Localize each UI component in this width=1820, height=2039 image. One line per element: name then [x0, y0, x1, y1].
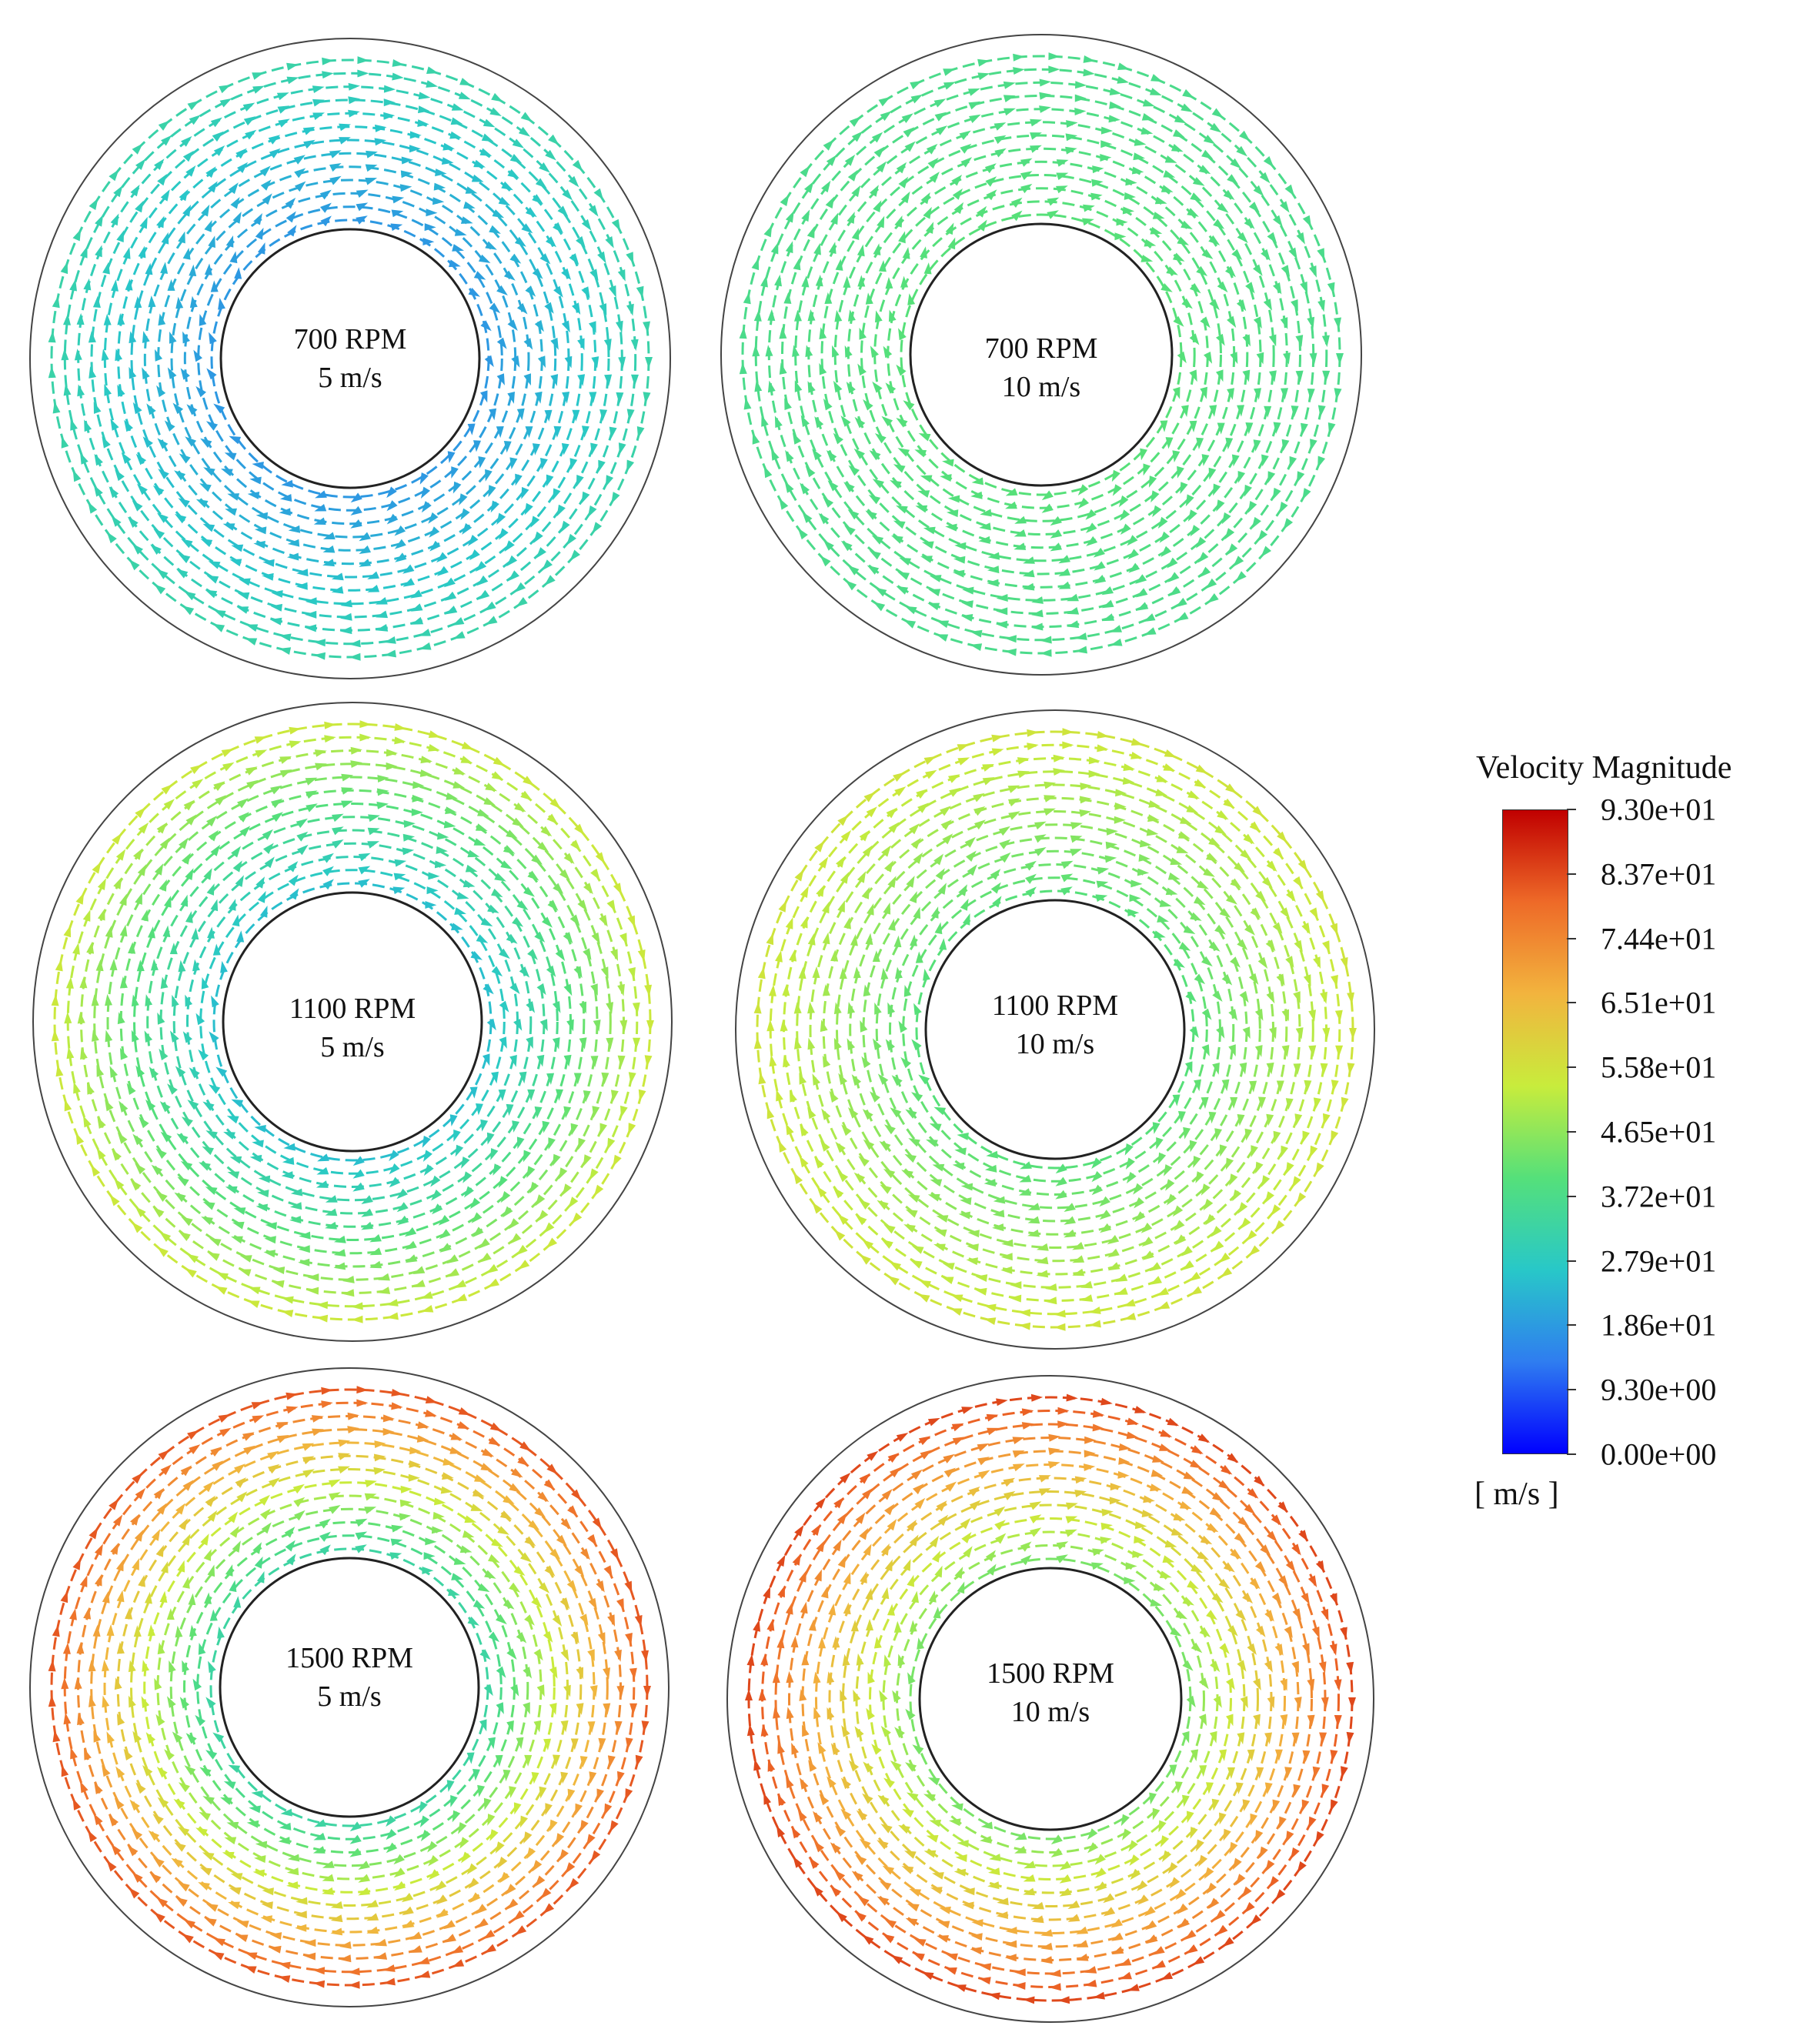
legend-tick-label: 1.86e+01	[1601, 1307, 1717, 1343]
legend-tick-label: 0.00e+00	[1601, 1437, 1717, 1472]
colorbar-tick-mark	[1567, 937, 1576, 939]
inner-boundary-circle	[219, 1557, 480, 1818]
panel-label-6: 1500 RPM 10 m/s	[987, 1654, 1114, 1731]
colorbar-tick-mark	[1567, 1002, 1576, 1004]
legend-tick-label: 9.30e+01	[1601, 792, 1717, 827]
legend-tick-label: 7.44e+01	[1601, 921, 1717, 956]
colorbar-tick-mark	[1567, 873, 1576, 875]
velocity-vector-ring	[869, 1517, 1232, 1880]
velocity-vector-ring	[170, 179, 530, 539]
velocity-vector-ring	[143, 1481, 556, 1894]
panel-6-rpm: 1500 RPM	[987, 1657, 1114, 1690]
vector-panel-5	[29, 1367, 670, 2007]
panel-label-1: 700 RPM 5 m/s	[294, 320, 407, 397]
inner-boundary-circle	[222, 891, 483, 1153]
legend-unit: [ m/s ]	[1474, 1477, 1559, 1512]
panel-4-rpm: 1100 RPM	[991, 989, 1119, 1022]
vector-panel-2	[720, 34, 1362, 676]
velocity-vector-ring	[199, 869, 506, 1175]
vector-panel-1	[29, 38, 671, 679]
panel-4-speed: 10 m/s	[1015, 1028, 1095, 1060]
velocity-vector-ring	[143, 152, 557, 566]
colorbar-tick-mark	[1567, 1260, 1576, 1262]
colorbar-tick-mark	[1567, 809, 1576, 810]
colorbar	[1502, 809, 1568, 1454]
vector-panel-6	[726, 1375, 1374, 2023]
outer-boundary-circle	[720, 34, 1362, 676]
colorbar-tick-mark	[1567, 1453, 1576, 1455]
legend-title: Velocity Magnitude	[1476, 750, 1732, 786]
panel-6-speed: 10 m/s	[1010, 1696, 1090, 1728]
inner-boundary-circle	[918, 1567, 1183, 1831]
panel-label-4: 1100 RPM 10 m/s	[992, 986, 1118, 1063]
panel-5-speed: 5 m/s	[317, 1680, 382, 1713]
panel-5-rpm: 1500 RPM	[286, 1642, 413, 1674]
panel-2-speed: 10 m/s	[1001, 371, 1081, 403]
velocity-vector-ring	[781, 95, 1301, 615]
panel-label-5: 1500 RPM 5 m/s	[286, 1639, 413, 1716]
colorbar-tick-mark	[1567, 1066, 1576, 1069]
panel-2-rpm: 700 RPM	[984, 332, 1098, 365]
panel-1-speed: 5 m/s	[318, 362, 382, 394]
velocity-vector-ring	[169, 1507, 529, 1867]
velocity-vector-ring	[902, 876, 1208, 1183]
panel-3-speed: 5 m/s	[320, 1031, 385, 1063]
inner-boundary-circle	[909, 222, 1174, 487]
colorbar-tick-mark	[1567, 1195, 1576, 1197]
legend-tick-label: 9.30e+00	[1601, 1372, 1717, 1407]
outer-boundary-circle	[29, 38, 671, 679]
velocity-vector-ring	[860, 174, 1222, 536]
velocity-vector-ring	[849, 823, 1261, 1236]
outer-boundary-circle	[735, 709, 1375, 1350]
legend-tick-label: 5.58e+01	[1601, 1050, 1717, 1085]
panel-label-2: 700 RPM 10 m/s	[985, 329, 1098, 406]
panel-1-rpm: 700 RPM	[293, 323, 407, 355]
velocity-vector-ring	[146, 816, 559, 1228]
vector-panel-3	[32, 702, 673, 1342]
legend-tick-label: 6.51e+01	[1601, 985, 1717, 1020]
velocity-vector-ring	[90, 98, 610, 619]
legend-tick-label: 8.37e+01	[1601, 856, 1717, 892]
inner-boundary-circle	[219, 228, 481, 489]
colorbar-tick-mark	[1567, 1389, 1576, 1391]
velocity-vector-ring	[196, 1534, 503, 1840]
legend-tick-label: 2.79e+01	[1601, 1243, 1717, 1279]
outer-boundary-circle	[29, 1367, 670, 2007]
outer-boundary-circle	[32, 702, 673, 1342]
velocity-vector-ring	[842, 1490, 1259, 1907]
panel-3-rpm: 1100 RPM	[289, 993, 416, 1025]
inner-boundary-circle	[924, 899, 1186, 1160]
colorbar-tick-mark	[1567, 1324, 1576, 1327]
vector-panel-4	[735, 709, 1375, 1350]
velocity-vector-ring	[875, 849, 1235, 1210]
velocity-vector-ring	[172, 842, 533, 1202]
velocity-vector-ring	[197, 205, 503, 512]
legend-tick-label: 4.65e+01	[1601, 1114, 1717, 1150]
legend-tick-label: 3.72e+01	[1601, 1179, 1717, 1214]
panel-label-3: 1100 RPM 5 m/s	[289, 989, 416, 1066]
outer-boundary-circle	[726, 1375, 1374, 2023]
colorbar-tick-mark	[1567, 1131, 1576, 1133]
